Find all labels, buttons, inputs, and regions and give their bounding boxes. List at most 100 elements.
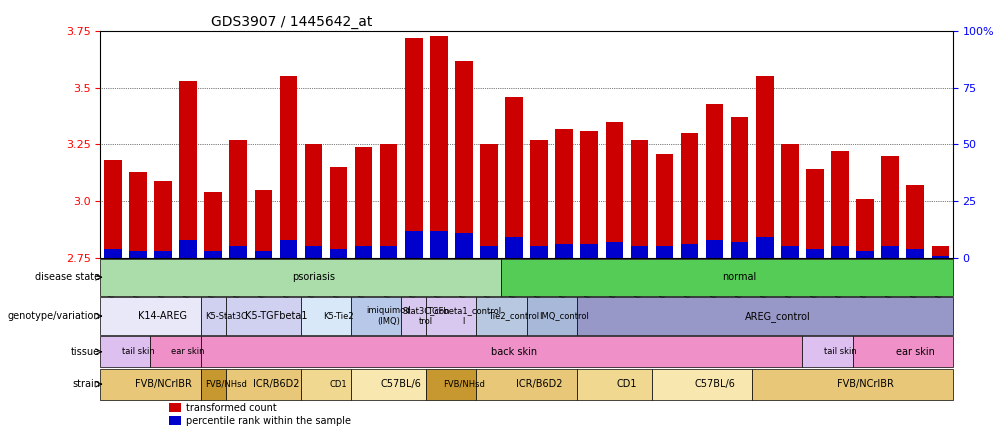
Text: transformed count: transformed count bbox=[185, 403, 276, 412]
Bar bbox=[204, 192, 221, 258]
Bar bbox=[380, 144, 397, 258]
Bar bbox=[330, 167, 347, 258]
FancyBboxPatch shape bbox=[150, 336, 200, 367]
Bar bbox=[655, 154, 672, 258]
Text: FVB/NHsd: FVB/NHsd bbox=[443, 380, 484, 388]
FancyBboxPatch shape bbox=[426, 369, 476, 400]
Text: C57BL/6: C57BL/6 bbox=[693, 379, 734, 389]
Bar bbox=[229, 140, 246, 258]
Text: AREG_control: AREG_control bbox=[743, 311, 810, 321]
Text: ear skin: ear skin bbox=[895, 347, 934, 357]
Bar bbox=[856, 251, 873, 258]
Text: imiquimod
(IMQ): imiquimod (IMQ) bbox=[366, 306, 411, 326]
Text: CD1: CD1 bbox=[330, 380, 347, 388]
FancyBboxPatch shape bbox=[651, 369, 752, 400]
FancyBboxPatch shape bbox=[476, 369, 576, 400]
Bar bbox=[781, 246, 798, 258]
Text: FVB/NCrIBR: FVB/NCrIBR bbox=[836, 379, 893, 389]
FancyBboxPatch shape bbox=[426, 297, 476, 335]
Bar bbox=[380, 246, 397, 258]
Text: ear skin: ear skin bbox=[171, 347, 204, 356]
FancyBboxPatch shape bbox=[476, 297, 526, 335]
Bar bbox=[280, 240, 297, 258]
FancyBboxPatch shape bbox=[501, 258, 952, 296]
Bar bbox=[104, 160, 121, 258]
FancyBboxPatch shape bbox=[351, 297, 401, 335]
Text: FVB/NHsd: FVB/NHsd bbox=[204, 380, 246, 388]
Bar bbox=[154, 251, 171, 258]
Bar bbox=[255, 251, 272, 258]
Bar bbox=[831, 151, 848, 258]
Text: strain: strain bbox=[72, 379, 100, 389]
Text: ICR/B6D2: ICR/B6D2 bbox=[253, 379, 299, 389]
Text: C57BL/6: C57BL/6 bbox=[381, 379, 421, 389]
FancyBboxPatch shape bbox=[301, 297, 351, 335]
Bar bbox=[355, 147, 372, 258]
Bar bbox=[179, 81, 196, 258]
Bar bbox=[881, 156, 898, 258]
Bar bbox=[605, 122, 622, 258]
Text: tail skin: tail skin bbox=[121, 347, 154, 356]
Bar bbox=[705, 240, 722, 258]
FancyBboxPatch shape bbox=[100, 297, 200, 335]
Bar bbox=[255, 190, 272, 258]
Text: K5-TGFbeta1: K5-TGFbeta1 bbox=[244, 311, 307, 321]
Text: normal: normal bbox=[721, 272, 757, 282]
FancyBboxPatch shape bbox=[100, 369, 200, 400]
Text: FVB/NCrIBR: FVB/NCrIBR bbox=[134, 379, 191, 389]
Bar bbox=[530, 246, 547, 258]
Bar bbox=[555, 129, 572, 258]
Bar bbox=[129, 251, 146, 258]
Text: percentile rank within the sample: percentile rank within the sample bbox=[185, 416, 351, 425]
FancyBboxPatch shape bbox=[802, 336, 852, 367]
Bar bbox=[480, 144, 497, 258]
Text: K5-Stat3C: K5-Stat3C bbox=[204, 312, 246, 321]
Text: K5-Tie2: K5-Tie2 bbox=[323, 312, 354, 321]
Bar bbox=[906, 249, 923, 258]
FancyBboxPatch shape bbox=[576, 369, 651, 400]
Text: TGFbeta1_control
l: TGFbeta1_control l bbox=[427, 306, 500, 326]
Bar bbox=[305, 246, 322, 258]
Bar bbox=[680, 133, 697, 258]
Text: tail skin: tail skin bbox=[823, 347, 856, 356]
Bar bbox=[605, 242, 622, 258]
FancyBboxPatch shape bbox=[852, 336, 952, 367]
Bar bbox=[806, 170, 823, 258]
Bar bbox=[580, 244, 597, 258]
Text: psoriasis: psoriasis bbox=[292, 272, 335, 282]
Bar bbox=[505, 238, 522, 258]
Text: Stat3C_con
trol: Stat3C_con trol bbox=[402, 306, 450, 326]
FancyBboxPatch shape bbox=[200, 336, 802, 367]
Bar bbox=[204, 251, 221, 258]
Text: GDS3907 / 1445642_at: GDS3907 / 1445642_at bbox=[210, 15, 372, 29]
Bar bbox=[705, 103, 722, 258]
FancyBboxPatch shape bbox=[200, 369, 225, 400]
Bar bbox=[154, 181, 171, 258]
Bar bbox=[405, 38, 422, 258]
Bar bbox=[580, 131, 597, 258]
Bar bbox=[129, 172, 146, 258]
Bar bbox=[168, 403, 181, 412]
Text: genotype/variation: genotype/variation bbox=[8, 311, 100, 321]
Bar bbox=[168, 416, 181, 425]
Bar bbox=[856, 199, 873, 258]
FancyBboxPatch shape bbox=[752, 369, 952, 400]
Bar bbox=[455, 60, 472, 258]
FancyBboxPatch shape bbox=[200, 297, 225, 335]
Bar bbox=[781, 144, 798, 258]
Bar bbox=[831, 246, 848, 258]
FancyBboxPatch shape bbox=[100, 258, 501, 296]
Bar bbox=[881, 246, 898, 258]
FancyBboxPatch shape bbox=[351, 369, 426, 400]
Bar bbox=[505, 97, 522, 258]
Text: K14-AREG: K14-AREG bbox=[138, 311, 187, 321]
Bar bbox=[680, 244, 697, 258]
FancyBboxPatch shape bbox=[225, 369, 301, 400]
FancyBboxPatch shape bbox=[526, 297, 576, 335]
Bar bbox=[104, 249, 121, 258]
Bar bbox=[430, 36, 447, 258]
FancyBboxPatch shape bbox=[301, 369, 351, 400]
Bar bbox=[931, 246, 948, 258]
Bar bbox=[305, 144, 322, 258]
Text: IMQ_control: IMQ_control bbox=[539, 312, 588, 321]
